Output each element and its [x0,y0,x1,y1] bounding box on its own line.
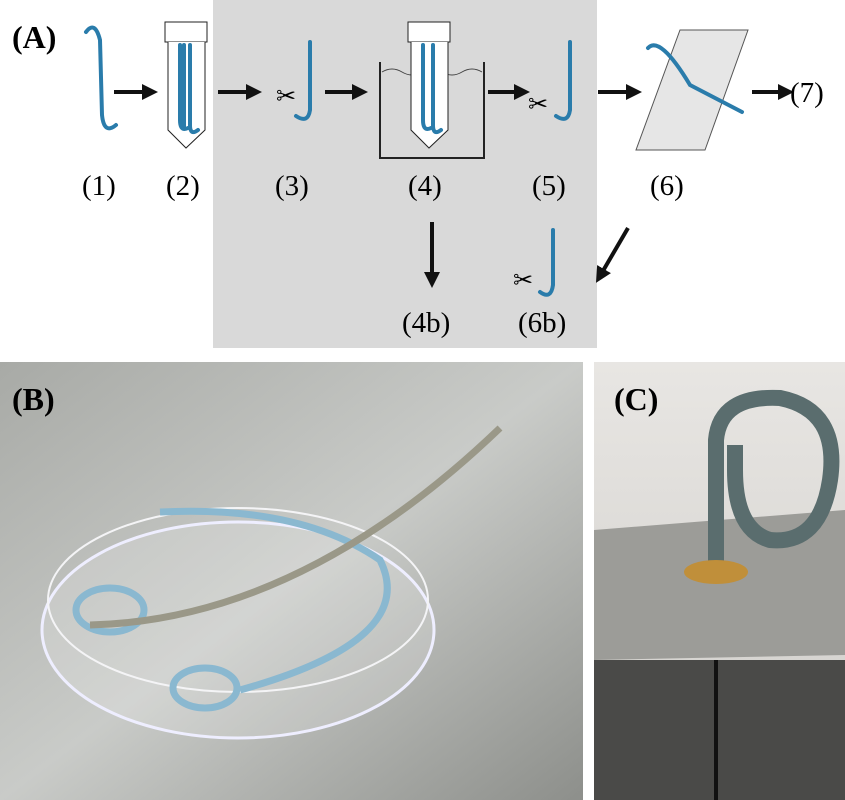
scissors: ✂ [528,92,548,118]
step-label: (4) [408,170,442,202]
panel-label: (C) [614,381,658,417]
panel-a: (A) ✂ ✂ (7) (1) (2) (3) (4) (5) (6) ✂ (4… [12,0,824,348]
scissors: ✂ [513,268,533,294]
panel-c: (C) [594,362,845,800]
deposit [684,560,748,584]
step-label: (3) [275,170,309,202]
step-label: (5) [532,170,566,202]
scissors: ✂ [276,84,296,110]
tube-cap [408,22,450,42]
panel-label: (B) [12,381,55,417]
step-label: (4b) [402,307,450,339]
tube-cap [165,22,207,42]
step-label: (6b) [518,307,566,339]
panel-b: (B) [0,362,583,800]
plate [636,30,748,150]
shadow [594,660,845,800]
stent [86,28,116,129]
tube [168,42,205,148]
panel-label: (A) [12,19,56,55]
step-label: (6) [650,170,684,202]
step-label: (2) [166,170,200,202]
arrow [600,228,628,276]
step-label: (7) [790,77,824,109]
step-label: (1) [82,170,116,202]
tube [411,42,448,148]
figure: (A) ✂ ✂ (7) (1) (2) (3) (4) (5) (6) ✂ (4… [0,0,845,800]
